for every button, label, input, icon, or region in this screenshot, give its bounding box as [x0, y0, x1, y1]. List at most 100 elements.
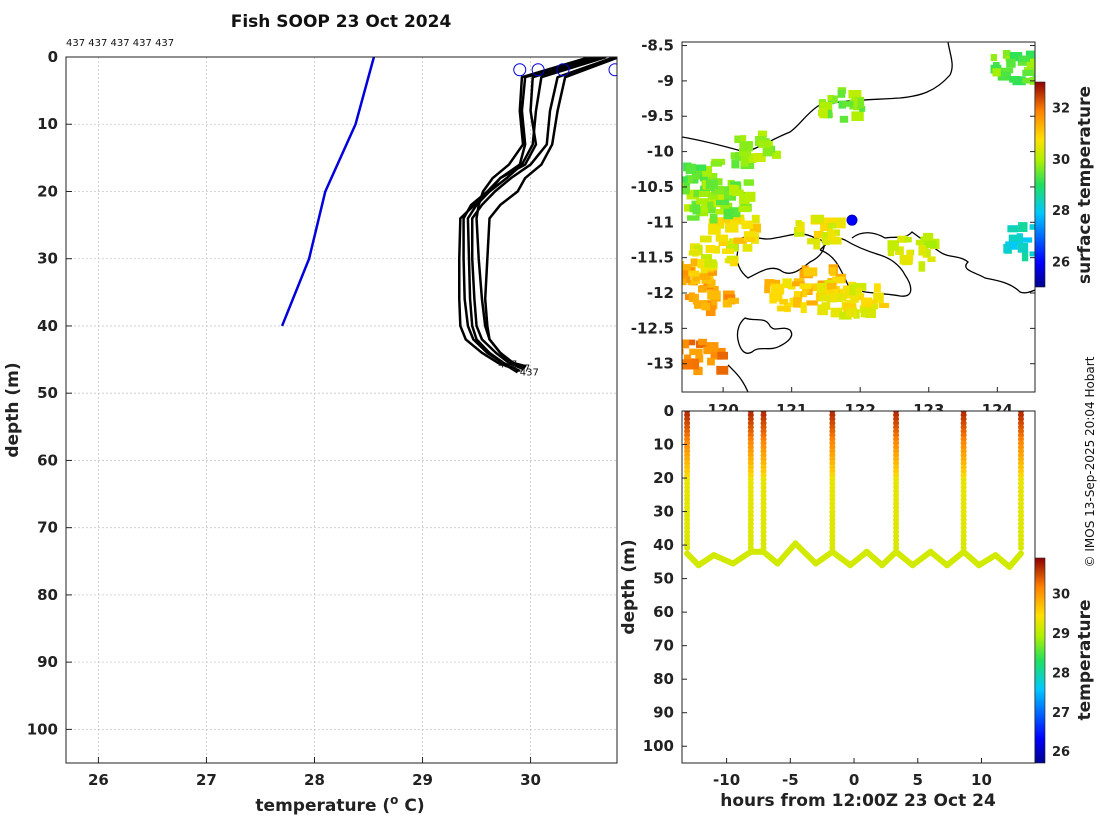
sst-pixel	[1008, 226, 1019, 233]
section-x-axis-label: hours from 12:00Z 23 Oct 24	[720, 791, 996, 811]
sst-pixel	[772, 150, 781, 159]
map-colorbar	[1034, 81, 1046, 288]
y-tick-label: 40	[37, 317, 58, 335]
sst-pixel	[845, 307, 858, 318]
sst-pixel	[722, 217, 731, 223]
sst-pixel	[734, 135, 746, 143]
sst-pixel	[819, 107, 828, 119]
chart-title: Fish SOOP 23 Oct 2024	[231, 12, 452, 32]
sst-pixel	[779, 298, 788, 305]
section-colorbar-tick-label: 27	[1052, 706, 1070, 721]
section-data	[684, 411, 1024, 570]
sst-pixel	[691, 358, 700, 370]
sst-pixel	[899, 255, 913, 265]
sst-pixel	[749, 223, 762, 233]
y-tick-label: 50	[37, 384, 58, 402]
sst-pixel	[693, 366, 703, 376]
section-y-tick-label: 70	[653, 637, 674, 655]
sst-pixel	[796, 221, 805, 232]
sst-pixel	[682, 348, 684, 355]
sst-pixel	[831, 289, 839, 296]
sst-pixel	[820, 101, 833, 110]
sst-pixel	[839, 311, 852, 320]
y-tick-label: 30	[37, 250, 58, 268]
sst-pixel	[827, 230, 836, 241]
sst-pixel	[887, 248, 895, 257]
sst-pixel	[722, 248, 735, 255]
sst-pixel	[743, 179, 754, 186]
sst-pixel	[687, 215, 700, 221]
sst-pixel	[800, 291, 807, 298]
sst-pixel	[723, 208, 734, 220]
section-y-tick-label: 10	[653, 436, 674, 454]
sst-pixel	[739, 148, 752, 157]
sst-pixel	[699, 272, 711, 280]
sst-pixel	[722, 299, 732, 308]
sst-pixel	[1002, 50, 1011, 59]
section-sample	[1017, 544, 1024, 551]
map-colorbar-tick-label: 32	[1052, 102, 1070, 117]
map-panel: -8.5-9-9.5-10-10.5-11-11.5-12-12.5-13120…	[631, 37, 1095, 419]
sst-pixel	[906, 250, 914, 261]
sst-pixel	[701, 202, 709, 212]
sst-pixel	[701, 302, 711, 311]
sst-pixel	[715, 217, 724, 226]
sst-pixel	[897, 235, 908, 243]
sst-pixel	[1009, 52, 1023, 62]
sst-pixel	[728, 238, 736, 245]
section-y-tick-label: 40	[653, 536, 674, 554]
sst-pixel	[698, 338, 707, 346]
sst-pixel	[676, 158, 682, 166]
sst-pixel	[683, 176, 693, 184]
sst-pixel	[837, 292, 847, 301]
map-y-tick-label: -12.5	[631, 319, 674, 337]
sst-pixel	[999, 67, 1014, 74]
sst-pixel	[1017, 242, 1029, 253]
temperature-profile	[462, 57, 602, 374]
sst-pixel	[682, 359, 692, 370]
section-sample	[960, 544, 967, 551]
x-tick-label: 30	[520, 771, 541, 789]
x-tick-label: 29	[412, 771, 433, 789]
sst-pixel	[743, 231, 757, 241]
sst-pixel	[715, 234, 729, 242]
y-tick-label: 80	[37, 586, 58, 604]
temperature-profile	[483, 57, 617, 368]
sst-pixel	[924, 249, 931, 257]
sst-pixel	[692, 293, 699, 305]
map-colorbar-tick-label: 28	[1052, 204, 1070, 219]
sst-pixel	[822, 217, 835, 224]
sst-pixel	[691, 170, 706, 180]
section-colorbar-label: temperature	[1075, 599, 1095, 720]
y-axis-label: depth (m)	[3, 362, 23, 457]
sst-pixel	[733, 237, 747, 244]
y-tick-label: 0	[48, 48, 58, 66]
sst-pixel	[729, 207, 741, 218]
sst-pixel	[813, 230, 824, 238]
sst-pixel	[918, 261, 926, 272]
profile-end-label: 437	[511, 364, 530, 375]
sst-pixel	[705, 245, 716, 254]
y-tick-label: 90	[37, 653, 58, 671]
sst-pixel	[827, 293, 838, 301]
sst-pixel	[841, 101, 854, 107]
sst-pixel	[803, 267, 818, 277]
sst-pixel	[832, 217, 846, 229]
sst-pixel	[688, 176, 699, 183]
sst-pixel	[873, 283, 881, 293]
coastline-east	[851, 231, 1035, 294]
sst-pixel	[1026, 58, 1035, 68]
sst-pixel	[710, 161, 722, 167]
sst-pixel	[923, 232, 934, 243]
sst-pixel	[1022, 69, 1034, 77]
profile-plot-area	[66, 57, 617, 763]
surface-marker	[531, 63, 545, 77]
sst-pixel	[813, 243, 821, 250]
section-sample	[747, 544, 754, 551]
profile-ticks: 26 27 28 29 30 0 10 20 30 40 50 60 70 80 90 100	[27, 48, 541, 789]
sst-pixel	[730, 152, 737, 160]
section-x-tick-label: 5	[913, 771, 923, 789]
sst-pixel	[792, 281, 805, 287]
sst-pixel	[1029, 224, 1035, 230]
profile-ids-label: 437 437 437 437 437	[66, 38, 174, 49]
